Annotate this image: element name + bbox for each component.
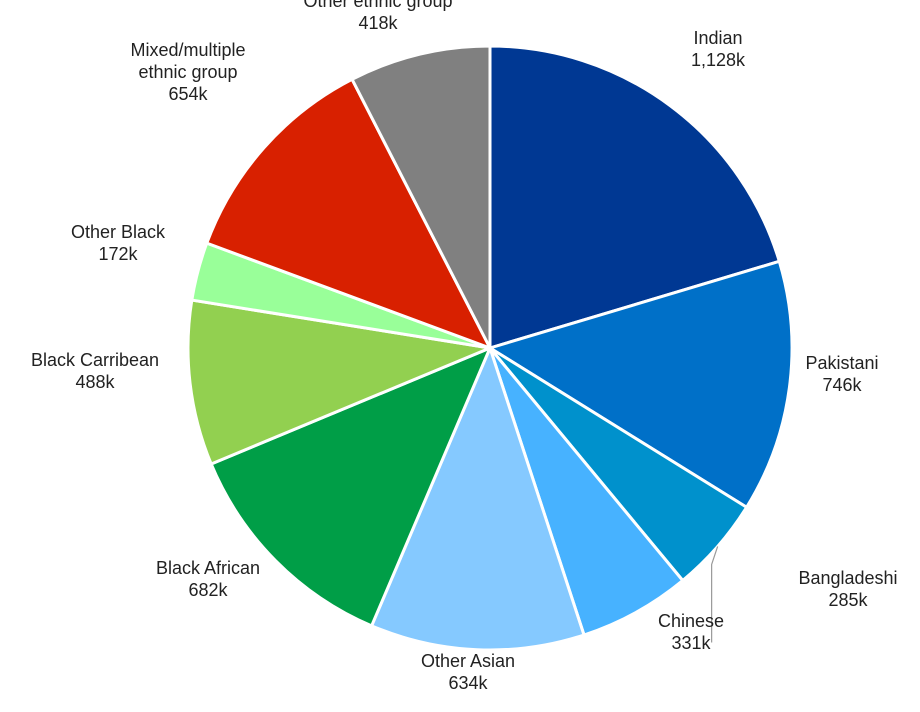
slice-pakistani — [488, 259, 794, 509]
leader-lines — [711, 546, 719, 643]
label-black-african: Black African 682k — [156, 558, 260, 600]
category-label: Pakistani — [805, 353, 878, 373]
label-indian: Indian 1,128k — [691, 28, 746, 70]
label-pakistani: Pakistani 746k — [805, 353, 878, 395]
slice-black-african — [209, 346, 492, 628]
value-label: 331k — [671, 633, 711, 653]
value-label: 746k — [822, 375, 862, 395]
category-label: Other ethnic group — [303, 0, 452, 11]
value-label: 172k — [98, 244, 138, 264]
value-label: 488k — [75, 372, 115, 392]
category-label: Mixed/multiple — [130, 40, 245, 60]
pie-slices — [186, 44, 794, 652]
label-black-carribean: Black Carribean 488k — [31, 350, 159, 392]
label-other-asian: Other Asian 634k — [421, 651, 515, 693]
label-mixed-multiple-ethnic-group: Mixed/multiple ethnic group 654k — [130, 40, 245, 104]
slice-mixed-multiple-ethnic-group — [205, 77, 492, 350]
category-label: Other Asian — [421, 651, 515, 671]
value-label: 654k — [168, 84, 208, 104]
value-label: 682k — [188, 580, 228, 600]
slice-other-asian — [370, 346, 586, 652]
category-label: Indian — [693, 28, 742, 48]
slice-black-carribean — [186, 298, 492, 466]
category-label: Other Black — [71, 222, 166, 242]
category-label: Bangladeshi — [798, 568, 897, 588]
value-label: 418k — [358, 13, 398, 33]
label-bangladeshi: Bangladeshi 285k — [798, 568, 897, 610]
category-label: Black Carribean — [31, 350, 159, 370]
value-label: 634k — [448, 673, 488, 693]
value-label: 285k — [828, 590, 868, 610]
category-label: ethnic group — [138, 62, 237, 82]
category-label: Black African — [156, 558, 260, 578]
label-other-black: Other Black 172k — [71, 222, 166, 264]
slice-other-ethnic-group — [350, 44, 492, 350]
value-label: 1,128k — [691, 50, 746, 70]
label-chinese: Chinese 331k — [658, 611, 724, 653]
slice-indian — [488, 44, 781, 350]
slice-labels: Indian 1,128k Pakistani 746k Bangladeshi 285k… — [31, 0, 898, 693]
label-other-ethnic-group: Other ethnic group 418k — [303, 0, 452, 33]
category-label: Chinese — [658, 611, 724, 631]
leader-line-bangladeshi — [711, 546, 719, 643]
